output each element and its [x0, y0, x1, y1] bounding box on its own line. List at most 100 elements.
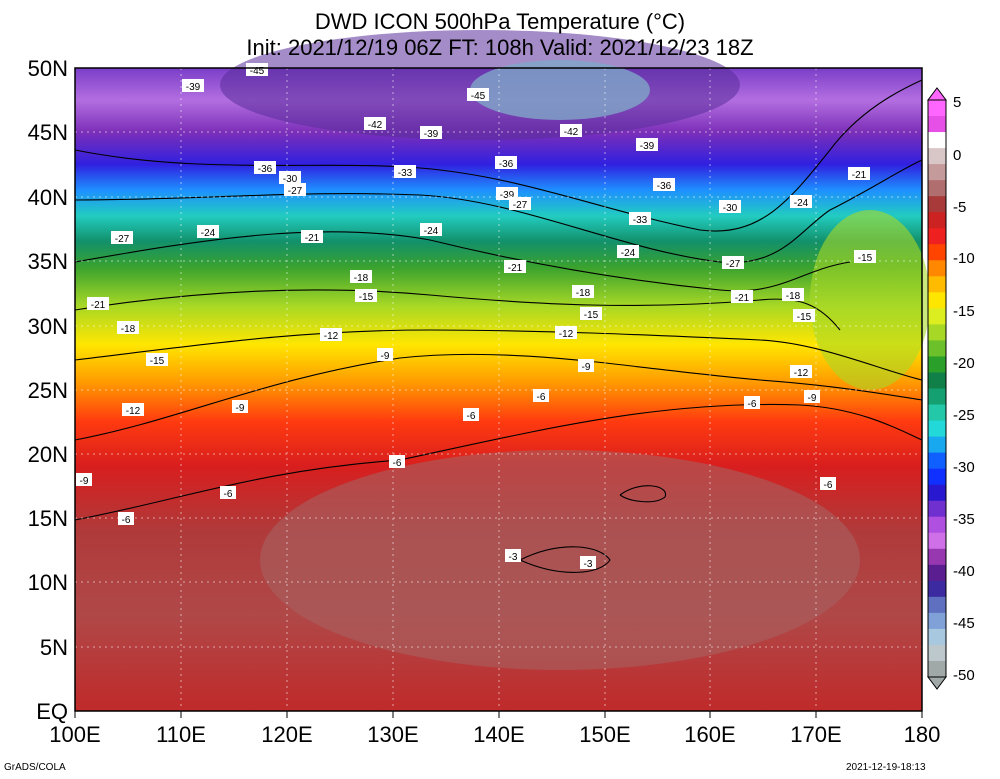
- colorbar-swatch: [928, 260, 946, 277]
- colorbar-swatch: [928, 180, 946, 197]
- contour-label-bg: [87, 297, 109, 310]
- contour-label: -24: [201, 228, 216, 239]
- contour-label: -27: [288, 186, 303, 197]
- contour-label: -15: [359, 292, 374, 303]
- colorbar: [927, 87, 947, 690]
- colorbar-swatch: [928, 596, 946, 614]
- contour-label-bg: [146, 353, 168, 366]
- contour-label: -45: [471, 91, 486, 102]
- contour-label: -6: [393, 458, 402, 469]
- contour-line: [74, 231, 851, 292]
- colorbar-label: -5: [953, 199, 967, 216]
- contour-label-bg: [580, 556, 596, 569]
- colorbar-swatch: [928, 644, 946, 662]
- contour-label: -3: [509, 552, 518, 563]
- colorbar-swatch: [928, 212, 946, 229]
- contour-label: -21: [508, 263, 523, 274]
- contour-label: -21: [735, 293, 750, 304]
- lat-label: 50N: [27, 56, 68, 81]
- contour-label-bg: [495, 156, 517, 169]
- lat-label: 35N: [27, 249, 68, 274]
- contour-label-bg: [636, 138, 658, 151]
- contour-label: -15: [858, 253, 873, 264]
- contour-line: [74, 79, 923, 232]
- colorbar-label: -25: [953, 407, 975, 424]
- chart-subtitle: Init: 2021/12/19 06Z FT: 108h Valid: 202…: [246, 35, 754, 60]
- contour-label: -36: [657, 181, 672, 192]
- colorbar-swatch: [928, 612, 946, 630]
- contour-label-bg: [122, 403, 144, 416]
- lat-lon-grid: [75, 68, 922, 711]
- contour-label: -15: [797, 312, 812, 323]
- contour-label: -27: [115, 234, 130, 245]
- contour-label-bg: [320, 328, 342, 341]
- contour-label-bg: [848, 167, 870, 180]
- contour-label-bg: [572, 285, 594, 298]
- contour-label-bg: [653, 178, 675, 191]
- axis-ticks: [74, 711, 923, 718]
- contour-label-bg: [350, 270, 372, 283]
- contour-label-bg: [420, 223, 442, 236]
- contour-label-bg: [467, 88, 489, 101]
- lat-label: 45N: [27, 120, 68, 145]
- contour-label: -39: [424, 129, 439, 140]
- colorbar-swatch: [928, 580, 946, 598]
- colorbar-swatch: [928, 324, 946, 341]
- colorbar-swatch: [928, 468, 946, 486]
- contour-label-bg: [355, 289, 377, 302]
- contour-label: -6: [224, 489, 233, 500]
- contour-label-bg: [301, 230, 323, 243]
- contour-label: -6: [122, 515, 131, 526]
- contour-label: -3: [584, 559, 593, 570]
- lon-label: 160E: [684, 722, 736, 747]
- lat-label: 25N: [27, 378, 68, 403]
- contour-label-bg: [790, 365, 812, 378]
- contour-label-bg: [744, 396, 760, 409]
- contour-label-bg: [232, 400, 248, 413]
- colorbar-frame: [927, 99, 947, 678]
- contour-line: [74, 353, 923, 441]
- contour-label-bg: [793, 309, 815, 322]
- contour-label: -9: [236, 403, 245, 414]
- colorbar-swatch: [928, 660, 946, 678]
- colorbar-swatch: [928, 116, 946, 133]
- colorbar-label: -45: [953, 615, 975, 632]
- contour-label-bg: [629, 212, 651, 225]
- contour-label-bg: [820, 477, 836, 490]
- colorbar-swatch: [928, 276, 946, 293]
- contour-label-bg: [555, 326, 577, 339]
- colorbar-label: -20: [953, 355, 975, 372]
- contour-label-bg: [364, 117, 386, 130]
- contour-lines: [74, 79, 923, 573]
- contour-label: -9: [808, 393, 817, 404]
- contour-label-bg: [533, 389, 549, 402]
- contour-label: -18: [121, 324, 136, 335]
- contour-label-bg: [578, 359, 594, 372]
- colorbar-swatch: [928, 564, 946, 582]
- colorbar-swatch: [928, 164, 946, 181]
- contour-label-bg: [377, 348, 393, 361]
- warm-pocket-east: [810, 210, 930, 390]
- colorbar-swatch: [928, 516, 946, 534]
- colorbar-label: 5: [953, 94, 962, 111]
- colorbar-swatch: [928, 436, 946, 454]
- colorbar-arrow-down: [927, 676, 947, 690]
- contour-label-bg: [284, 183, 306, 196]
- colorbar-swatch: [928, 292, 946, 309]
- contour-label: -39: [186, 82, 201, 93]
- lat-label: 15N: [27, 506, 68, 531]
- contour-label-bg: [118, 512, 134, 525]
- contour-label-layer: -45 -45 -42 -42 -39 -39 -39 -39 -36 -36 -36 -33 -33 -…: [76, 63, 876, 570]
- contour-label: -42: [564, 127, 579, 138]
- lon-label: 140E: [473, 722, 525, 747]
- lat-label: EQ: [36, 699, 68, 724]
- contour-label: -36: [499, 159, 514, 170]
- contour-label: -9: [582, 362, 591, 373]
- lat-label: 30N: [27, 314, 68, 339]
- contour-label: -24: [794, 198, 809, 209]
- contour-label: -6: [537, 392, 546, 403]
- colorbar-label: 0: [953, 147, 962, 164]
- lon-label: 180: [903, 722, 941, 747]
- contour-label-bg: [220, 486, 236, 499]
